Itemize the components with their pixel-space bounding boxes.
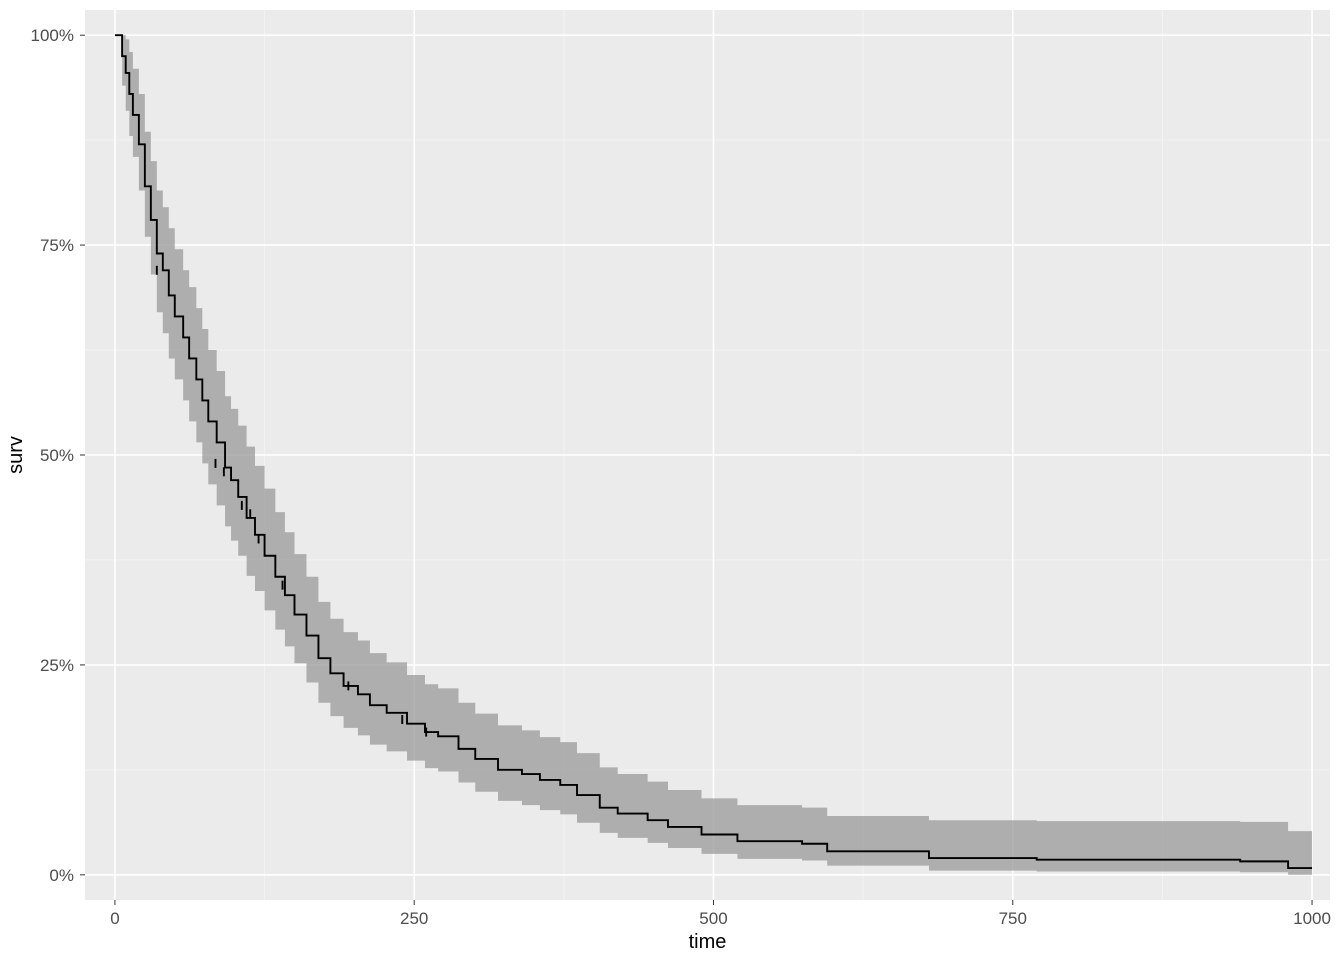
x-tick-label: 250 <box>400 909 428 928</box>
y-tick-label: 25% <box>40 656 74 675</box>
y-axis-label: surv <box>5 436 27 474</box>
y-tick-label: 50% <box>40 446 74 465</box>
chart-svg: 0 250 500 750 1000 0% 25% 50% 75% 100% time surv <box>0 0 1344 960</box>
y-tick-label: 0% <box>49 866 74 885</box>
x-tick-label: 1000 <box>1293 909 1331 928</box>
x-tick-label: 500 <box>699 909 727 928</box>
x-tick-label: 0 <box>110 909 119 928</box>
x-axis-label: time <box>689 931 727 953</box>
y-tick-label: 75% <box>40 236 74 255</box>
x-tick-label: 750 <box>999 909 1027 928</box>
survival-chart: 0 250 500 750 1000 0% 25% 50% 75% 100% time surv <box>0 0 1344 960</box>
y-tick-label: 100% <box>31 26 74 45</box>
